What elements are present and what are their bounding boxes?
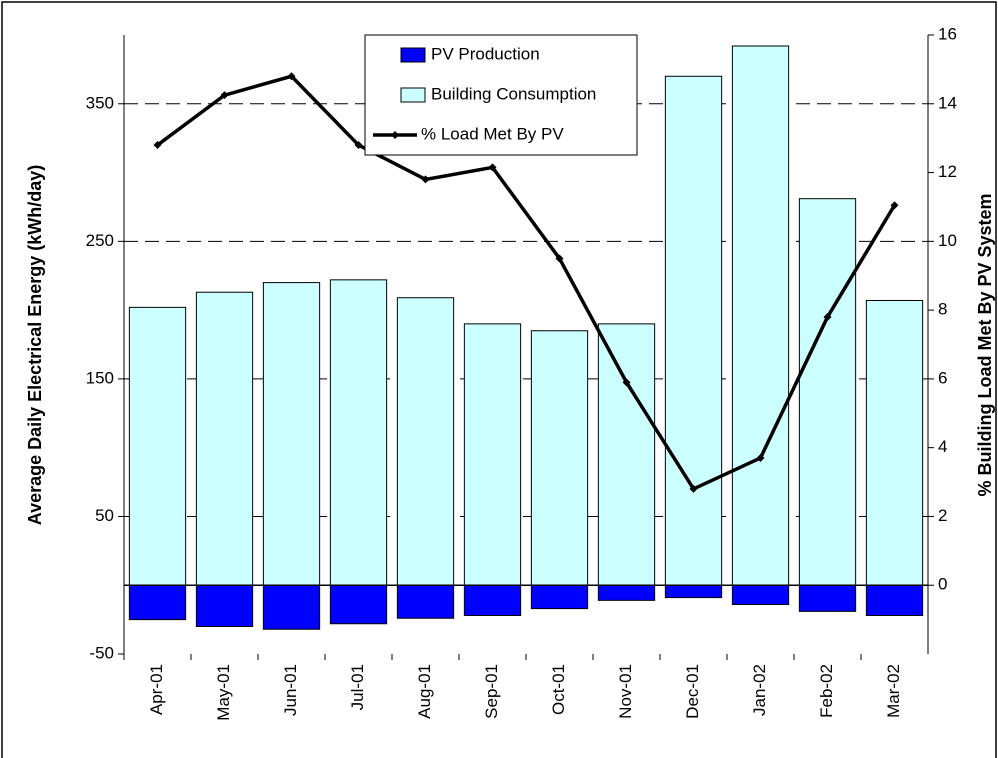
bar [865, 584, 924, 616]
y-tick-label: -50 [89, 643, 114, 662]
x-tick-label: Jul-01 [348, 664, 367, 710]
bar [530, 330, 589, 586]
line-marker [153, 141, 162, 150]
line-marker [756, 453, 765, 462]
y2-axis-label: % Building Load Met By PV System [975, 193, 995, 496]
bar [329, 279, 388, 586]
y2-tick-label: 12 [938, 162, 957, 181]
bar [664, 75, 723, 586]
bar [329, 584, 388, 625]
x-tick-label: Jun-01 [281, 664, 300, 716]
bar [597, 584, 656, 601]
y2-tick-label: 6 [938, 368, 947, 387]
y-tick-label: 50 [95, 506, 114, 525]
bar [396, 297, 455, 586]
legend-swatch [400, 87, 426, 103]
x-tick-label: Feb-02 [817, 664, 836, 718]
bar [798, 198, 857, 586]
bar [195, 291, 254, 586]
bar [262, 584, 321, 630]
legend-label: % Load Met By PV [421, 124, 564, 143]
line-marker [555, 254, 564, 263]
bar [865, 299, 924, 586]
bar [396, 584, 455, 619]
legend-label: Building Consumption [431, 84, 596, 103]
x-tick-label: Jan-02 [750, 664, 769, 716]
x-tick-label: Oct-01 [549, 664, 568, 715]
bar [664, 584, 723, 599]
x-tick-label: Nov-01 [616, 664, 635, 719]
bar [195, 584, 254, 627]
legend-marker [391, 131, 399, 139]
y-tick-label: 350 [86, 93, 114, 112]
bar [262, 282, 321, 586]
bar [128, 584, 187, 621]
y2-tick-label: 0 [938, 575, 947, 594]
line [156, 74, 897, 492]
x-tick-label: Mar-02 [884, 664, 903, 718]
line-marker [890, 201, 899, 210]
line-marker [689, 484, 698, 493]
y2-tick-label: 10 [938, 231, 957, 250]
y-tick-label: 150 [86, 368, 114, 387]
bar [798, 584, 857, 612]
y2-tick-label: 2 [938, 506, 947, 525]
legend-label: PV Production [431, 44, 540, 63]
x-tick-label: Aug-01 [415, 664, 434, 719]
bar [530, 584, 589, 610]
bar [463, 323, 522, 586]
line-marker [421, 175, 430, 184]
bar [731, 584, 790, 605]
line-marker [220, 91, 229, 100]
line-marker [823, 312, 832, 321]
y2-tick-label: 14 [938, 93, 957, 112]
x-tick-label: Apr-01 [147, 664, 166, 715]
y-tick-label: 250 [86, 231, 114, 250]
y2-tick-label: 8 [938, 300, 947, 319]
line-marker [287, 72, 296, 81]
line-marker [622, 378, 631, 387]
x-tick-label: Dec-01 [683, 664, 702, 719]
y2-tick-label: 16 [938, 24, 957, 43]
bar [731, 45, 790, 586]
y-axis-label: Average Daily Electrical Energy (kWh/day… [25, 165, 45, 525]
legend-swatch [400, 47, 426, 63]
bar [128, 306, 187, 586]
line-marker [488, 163, 497, 172]
y2-tick-label: 4 [938, 437, 947, 456]
x-tick-label: May-01 [214, 664, 233, 721]
line-marker [354, 141, 363, 150]
bar [463, 584, 522, 616]
bar [597, 323, 656, 586]
x-tick-label: Sep-01 [482, 664, 501, 719]
